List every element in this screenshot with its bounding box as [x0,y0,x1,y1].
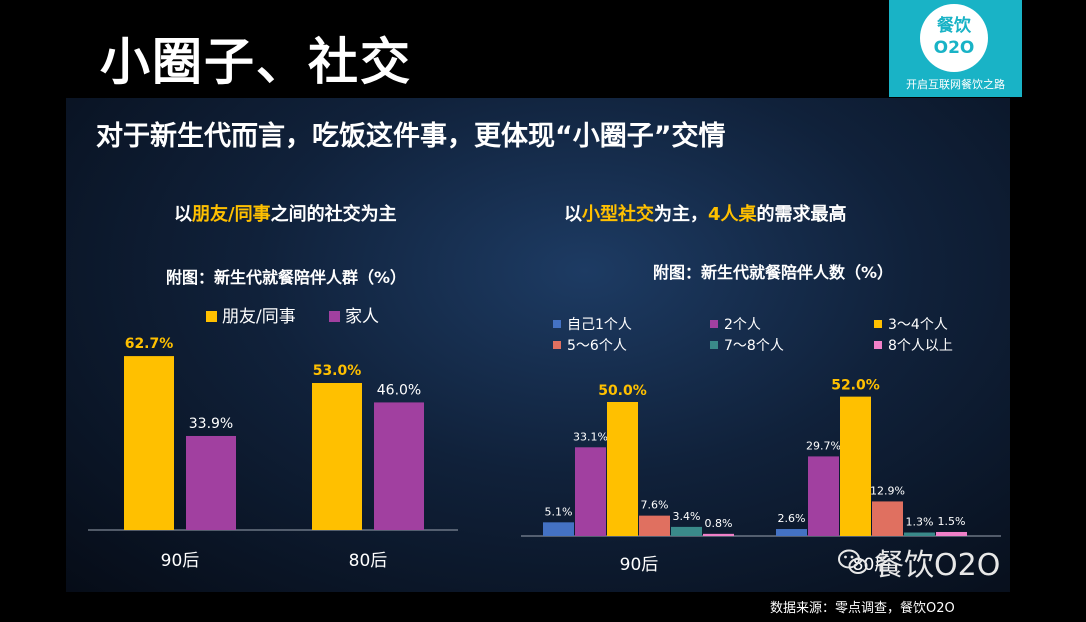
right-subtitle-post: 的需求最高 [756,204,847,225]
left-subtitle-pre: 以 [174,204,192,225]
left-subtitle-highlight: 朋友/同事 [192,204,271,225]
left-chart-subtitle: 以朋友/同事之间的社交为主 [174,200,397,226]
data-label-1-4: 1.3% [906,516,934,529]
content-panel: 对于新生代而言，吃饭这件事，更体现“小圈子”交情 以朋友/同事之间的社交为主 以… [66,98,1010,592]
data-label-0-2: 50.0% [598,383,647,399]
bar-1-0 [776,529,807,536]
legend-swatch-4 [710,341,718,349]
legend-swatch-5 [874,341,882,349]
bar-0-1 [575,447,606,536]
wechat-icon [838,548,868,576]
legend-swatch-1 [710,320,718,328]
logo-subtitle: 开启互联网餐饮之路 [906,78,1005,91]
data-label-1-0: 53.0% [313,363,362,379]
data-label-0-5: 0.8% [705,517,733,530]
right-subtitle-highlight-2: 4人桌 [708,204,757,225]
watermark: 餐饮O2O [838,540,1000,584]
bar-1-3 [872,501,903,536]
legend-label-2: 3～4个人 [888,317,948,333]
watermark-text: 餐饮O2O [874,548,1001,583]
data-label-1-1: 46.0% [377,382,421,398]
data-label-0-1: 33.9% [189,416,233,432]
legend-label-4: 7～8个人 [724,338,784,354]
bar-1-0 [312,383,362,530]
data-source: 数据来源：零点调查，餐饮O2O [770,601,955,616]
right-subtitle-pre: 以 [564,204,582,225]
data-label-1-2: 52.0% [831,378,880,394]
data-label-1-3: 12.9% [870,484,905,497]
legend-swatch-1 [329,311,340,322]
legend-label-3: 5～6个人 [567,338,627,354]
bar-1-1 [808,456,839,536]
bar-0-4 [671,526,702,536]
legend-label-1: 家人 [345,307,379,327]
data-label-1-1: 29.7% [806,439,841,452]
bar-0-2 [607,402,638,536]
legend-label-0: 自己1个人 [567,317,632,333]
bar-0-0 [543,522,574,536]
bar-0-1 [186,435,236,530]
data-label-0-3: 7.6% [641,499,669,512]
data-label-1-0: 2.6% [778,512,806,525]
logo-main-text: 餐饮O2O [933,16,975,58]
companion-type-chart: 附图：新生代就餐陪伴人群（%） 朋友/同事 家人 62.7% 33.9% 90后 53.0%… [88,268,458,571]
bar-0-0 [124,356,174,530]
x-tick-label-1: 80后 [349,551,388,571]
legend-swatch-0 [206,311,217,322]
bar-1-4 [904,532,935,536]
right-subtitle-highlight-1: 小型社交 [582,204,654,225]
chart-title: 附图：新生代就餐陪伴人数（%） [653,263,893,282]
headline: 对于新生代而言，吃饭这件事，更体现“小圈子”交情 [96,121,726,152]
companion-count-chart: 附图：新生代就餐陪伴人数（%） 自己1个人 2个人 3～4个人 5～6个人 7～8个人 8个… [521,263,1001,575]
legend-label-1: 2个人 [724,317,761,333]
bar-0-3 [639,515,670,536]
x-tick-label-0: 90后 [161,551,200,571]
data-label-0-0: 62.7% [125,336,174,352]
bar-1-1 [374,402,424,530]
data-label-0-4: 3.4% [673,510,701,523]
left-subtitle-post: 之间的社交为主 [270,204,397,225]
bar-0-5 [703,533,734,536]
data-label-0-0: 5.1% [545,505,573,518]
legend-swatch-2 [874,320,882,328]
right-chart-subtitle: 以小型社交为主，4人桌的需求最高 [564,200,847,226]
legend-label-5: 8个人以上 [888,338,953,354]
bar-1-2 [840,396,871,536]
x-tick-label-0: 90后 [620,555,659,575]
right-subtitle-mid: 为主， [654,204,708,225]
legend-label-0: 朋友/同事 [222,307,296,327]
legend-swatch-3 [553,341,561,349]
data-label-0-1: 33.1% [573,430,608,443]
logo-circle: 餐饮O2O [920,4,988,72]
data-label-1-5: 1.5% [938,515,966,528]
page-title: 小圈子、社交 [100,33,412,91]
legend-swatch-0 [553,320,561,328]
bar-1-5 [936,531,967,536]
brand-logo: 餐饮O2O 开启互联网餐饮之路 [889,0,1022,97]
chart-title: 附图：新生代就餐陪伴人群（%） [166,268,406,287]
